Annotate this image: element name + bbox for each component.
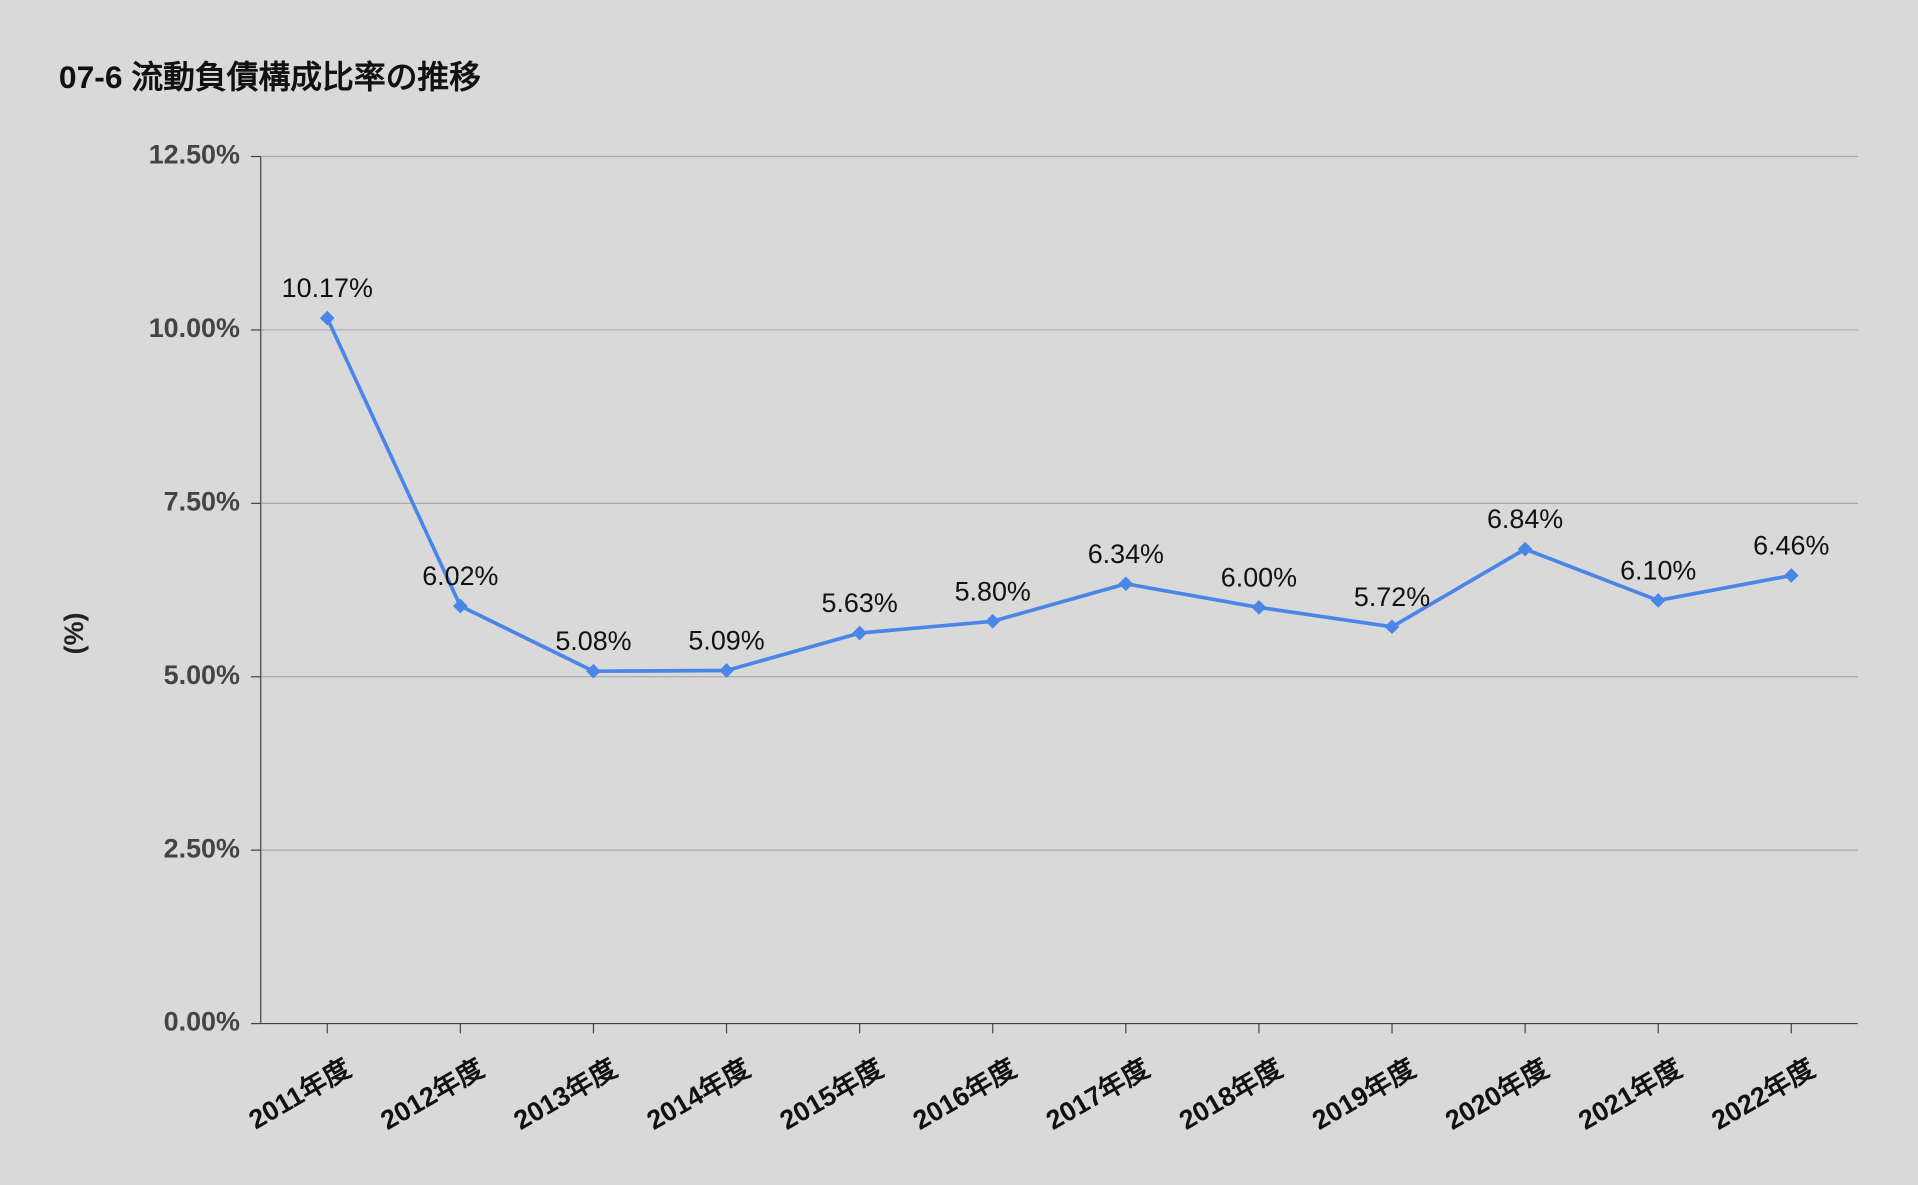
y-tick-label: 5.00% [164, 660, 240, 690]
data-label: 6.10% [1620, 555, 1696, 585]
y-tick-label: 2.50% [164, 833, 240, 863]
data-label: 10.17% [282, 273, 373, 303]
data-label: 5.63% [822, 588, 898, 618]
data-label: 6.02% [422, 561, 498, 591]
data-label: 6.46% [1753, 530, 1829, 560]
point-marker [319, 310, 335, 326]
y-axis-label: (%) [59, 613, 89, 655]
point-marker [1251, 600, 1267, 615]
data-label: 6.00% [1221, 562, 1297, 592]
data-label: 6.34% [1088, 539, 1164, 569]
y-tick-label: 10.00% [149, 313, 240, 343]
data-label: 5.80% [955, 576, 1031, 606]
data-label: 5.09% [688, 625, 764, 655]
y-tick-label: 12.50% [149, 140, 240, 170]
y-tick-label: 7.50% [164, 486, 240, 516]
y-tick-label: 0.00% [164, 1007, 240, 1037]
data-label: 5.08% [555, 626, 631, 656]
chart-title: 07-6 流動負債構成比率の推移 [59, 59, 481, 95]
line [325, 317, 1792, 674]
data-label: 6.84% [1487, 504, 1563, 534]
point-marker [586, 663, 601, 679]
data-label: 5.72% [1354, 582, 1430, 612]
point-marker [985, 613, 1001, 629]
